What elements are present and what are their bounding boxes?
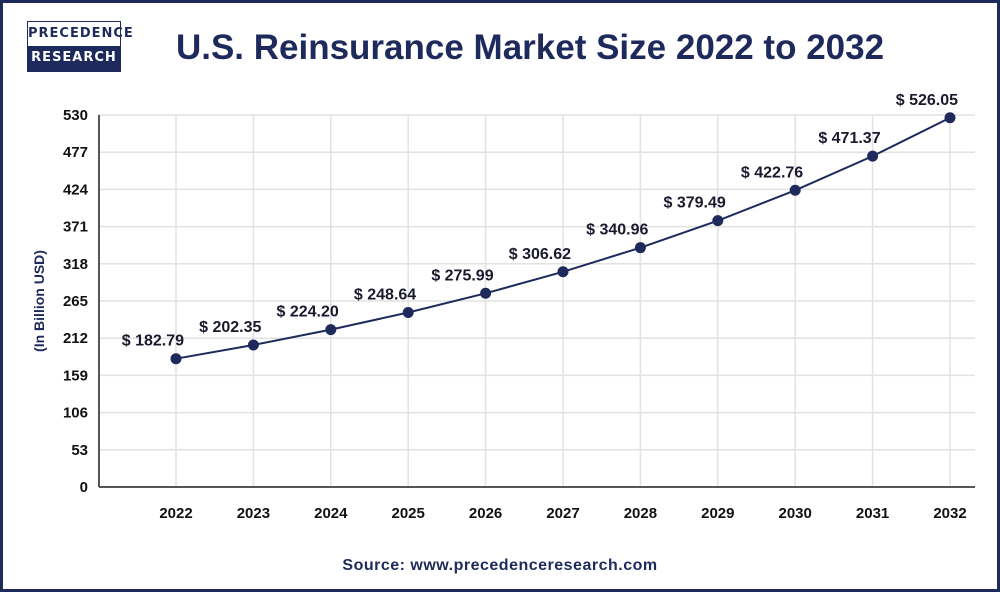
x-tick-label: 2022 bbox=[159, 505, 192, 522]
x-tick-label: 2027 bbox=[546, 505, 579, 522]
y-tick-label: 53 bbox=[71, 442, 88, 459]
y-tick-label: 477 bbox=[63, 144, 88, 161]
source-text: Source: www.precedenceresearch.com bbox=[342, 557, 658, 574]
data-point bbox=[944, 112, 956, 124]
precedence-research-logo: PRECEDENCE RESEARCH bbox=[27, 21, 133, 72]
data-label: $ 422.76 bbox=[741, 164, 803, 181]
data-point bbox=[247, 339, 259, 351]
data-label: $ 182.79 bbox=[122, 333, 184, 350]
y-tick-label: 0 bbox=[80, 479, 88, 496]
y-tick-label: 159 bbox=[63, 367, 88, 384]
data-point bbox=[634, 242, 646, 254]
chart-title: U.S. Reinsurance Market Size 2022 to 203… bbox=[175, 28, 885, 67]
x-tick-label: 2025 bbox=[392, 505, 425, 522]
data-label: $ 526.05 bbox=[896, 92, 958, 109]
data-point bbox=[789, 184, 801, 196]
data-label: $ 379.49 bbox=[664, 195, 726, 212]
x-tick-label: 2023 bbox=[237, 505, 270, 522]
data-label: $ 224.20 bbox=[277, 304, 339, 321]
data-label: $ 248.64 bbox=[354, 286, 416, 303]
y-tick-label: 265 bbox=[63, 293, 88, 310]
data-label: $ 340.96 bbox=[586, 222, 648, 239]
data-label: $ 275.99 bbox=[431, 267, 493, 284]
data-point bbox=[480, 287, 492, 299]
x-tick-label: 2026 bbox=[469, 505, 502, 522]
data-label: $ 306.62 bbox=[509, 246, 571, 263]
y-tick-label: 212 bbox=[63, 330, 88, 347]
x-tick-label: 2028 bbox=[624, 505, 657, 522]
data-point bbox=[325, 324, 337, 336]
data-point bbox=[402, 306, 414, 318]
y-tick-label: 530 bbox=[63, 107, 88, 124]
x-tick-label: 2032 bbox=[933, 505, 966, 522]
data-label: $ 202.35 bbox=[199, 319, 261, 336]
data-point bbox=[557, 266, 569, 278]
y-tick-label: 371 bbox=[63, 219, 88, 236]
data-label: $ 471.37 bbox=[818, 130, 880, 147]
data-point bbox=[170, 353, 182, 365]
y-tick-label: 318 bbox=[63, 256, 88, 273]
x-tick-label: 2029 bbox=[701, 505, 734, 522]
x-tick-label: 2031 bbox=[856, 505, 889, 522]
y-tick-label: 424 bbox=[63, 181, 89, 198]
y-axis-label: (In Billion USD) bbox=[31, 250, 47, 352]
data-point bbox=[867, 150, 879, 162]
x-tick-label: 2024 bbox=[314, 505, 348, 522]
x-tick-label: 2030 bbox=[779, 505, 812, 522]
logo-line1: PRECEDENCE bbox=[28, 22, 133, 46]
y-tick-label: 106 bbox=[63, 405, 88, 422]
data-point bbox=[712, 215, 724, 227]
logo-line2: RESEARCH bbox=[28, 46, 120, 71]
